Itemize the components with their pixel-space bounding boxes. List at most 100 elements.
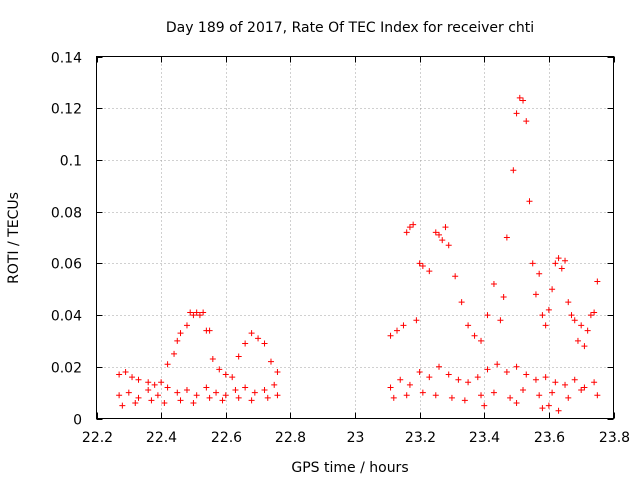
- data-point: [403, 392, 410, 399]
- data-point: [116, 371, 123, 378]
- data-point: [193, 392, 200, 399]
- data-point: [426, 268, 433, 275]
- data-point: [271, 381, 278, 388]
- data-point: [390, 394, 397, 401]
- data-point: [529, 260, 536, 267]
- data-point: [458, 299, 465, 306]
- data-point: [403, 229, 410, 236]
- data-point: [481, 402, 488, 409]
- data-point: [190, 312, 197, 319]
- data-point: [206, 327, 213, 334]
- data-point: [490, 389, 497, 396]
- data-point: [545, 402, 552, 409]
- data-point: [406, 381, 413, 388]
- data-point: [200, 309, 207, 316]
- data-point: [242, 340, 249, 347]
- data-point: [494, 361, 501, 368]
- data-point: [229, 374, 236, 381]
- data-point: [452, 273, 459, 280]
- data-point: [465, 322, 472, 329]
- data-point: [251, 389, 258, 396]
- data-point: [445, 371, 452, 378]
- data-point: [565, 394, 572, 401]
- data-point: [183, 387, 190, 394]
- data-point: [177, 330, 184, 337]
- data-point: [274, 368, 281, 375]
- axis-ticks: [96, 56, 615, 420]
- data-point: [442, 224, 449, 231]
- data-point: [183, 322, 190, 329]
- x-tick-label: 23.4: [469, 430, 500, 446]
- data-point: [122, 368, 129, 375]
- y-tick-label: 0: [73, 413, 82, 429]
- chart-title: Day 189 of 2017, Rate Of TEC Index for r…: [166, 20, 534, 36]
- data-point: [516, 94, 523, 101]
- data-point: [484, 312, 491, 319]
- data-point: [255, 335, 262, 342]
- data-point: [523, 371, 530, 378]
- data-point: [523, 118, 530, 125]
- data-point: [187, 309, 194, 316]
- data-point: [436, 363, 443, 370]
- data-point: [578, 322, 585, 329]
- data-point: [177, 397, 184, 404]
- data-point: [490, 281, 497, 288]
- data-point: [571, 317, 578, 324]
- data-point: [410, 221, 417, 228]
- data-point: [235, 353, 242, 360]
- data-point: [164, 384, 171, 391]
- data-point: [587, 312, 594, 319]
- data-point: [594, 278, 601, 285]
- grid-lines: [96, 56, 614, 419]
- data-point: [503, 368, 510, 375]
- data-point: [445, 242, 452, 249]
- data-point: [387, 332, 394, 339]
- data-point: [432, 392, 439, 399]
- data-point: [193, 309, 200, 316]
- data-points: [116, 94, 601, 414]
- x-tick-label: 22.8: [275, 430, 306, 446]
- data-point: [436, 231, 443, 238]
- data-point: [248, 330, 255, 337]
- data-point: [545, 306, 552, 313]
- x-tick-label: 22.2: [82, 430, 113, 446]
- x-tick-label: 23.2: [405, 430, 436, 446]
- data-point: [565, 299, 572, 306]
- data-point: [542, 374, 549, 381]
- data-point: [439, 237, 446, 244]
- x-tick-label: 23: [347, 430, 365, 446]
- data-point: [510, 167, 517, 174]
- data-point: [394, 327, 401, 334]
- data-point: [555, 255, 562, 262]
- data-point: [503, 234, 510, 241]
- x-tick-label: 23.8: [599, 430, 630, 446]
- data-point: [116, 392, 123, 399]
- data-point: [145, 387, 152, 394]
- data-point: [513, 399, 520, 406]
- data-point: [232, 387, 239, 394]
- x-tick-label: 22.6: [211, 430, 242, 446]
- data-point: [219, 397, 226, 404]
- data-point: [478, 337, 485, 344]
- data-point: [135, 394, 142, 401]
- y-axis-title: ROTI / TECUs: [6, 192, 22, 284]
- data-point: [552, 260, 559, 267]
- data-point: [209, 356, 216, 363]
- data-point: [526, 198, 533, 205]
- data-point: [413, 317, 420, 324]
- data-point: [581, 384, 588, 391]
- data-point: [520, 387, 527, 394]
- data-point: [264, 394, 271, 401]
- data-point: [419, 262, 426, 269]
- data-point: [549, 286, 556, 293]
- data-point: [196, 312, 203, 319]
- data-point: [584, 327, 591, 334]
- data-point: [206, 394, 213, 401]
- data-point: [261, 340, 268, 347]
- data-point: [190, 399, 197, 406]
- x-tick-label: 22.4: [146, 430, 177, 446]
- data-point: [135, 376, 142, 383]
- data-point: [562, 381, 569, 388]
